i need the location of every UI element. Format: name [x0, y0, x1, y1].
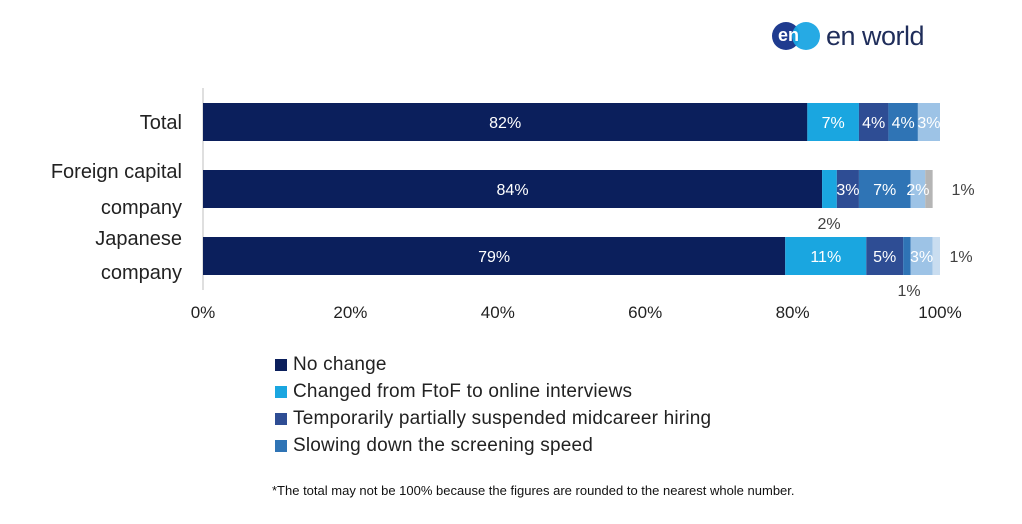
footnote: *The total may not be 100% because the f…	[272, 483, 795, 498]
chart-legend: No change Changed from FtoF to online int…	[275, 351, 711, 459]
category-label: Total	[140, 112, 182, 134]
data-label: 3%	[836, 182, 859, 199]
bar-segment	[836, 170, 859, 208]
legend-label: Temporarily partially suspended midcaree…	[293, 407, 712, 429]
legend-label: No change	[293, 353, 387, 375]
x-tick-label: 40%	[481, 303, 515, 322]
data-label: 84%	[497, 182, 529, 199]
data-label: 4%	[892, 115, 915, 132]
logo-mark-text: en	[778, 25, 800, 45]
data-label: 82%	[489, 115, 521, 132]
x-tick-label: 0%	[191, 303, 216, 322]
bar-segment	[785, 237, 867, 275]
x-tick-label: 100%	[918, 303, 961, 322]
bar-segment	[910, 237, 933, 275]
data-label: 7%	[873, 182, 896, 199]
bar-segment	[807, 103, 859, 141]
data-label: 4%	[862, 115, 885, 132]
bar-segment	[903, 237, 911, 275]
data-label: 2%	[906, 182, 929, 199]
data-label: 79%	[478, 249, 510, 266]
legend-item: No change	[275, 351, 711, 378]
bar-segment	[888, 103, 918, 141]
x-tick-label: 60%	[628, 303, 662, 322]
data-label: 1%	[951, 182, 974, 199]
logo-text: en world	[826, 20, 925, 51]
x-tick-label: 80%	[776, 303, 810, 322]
bar-segment	[203, 170, 823, 208]
legend-swatch	[275, 439, 287, 452]
data-label: 7%	[822, 115, 845, 132]
legend-label: Changed from FtoF to online interviews	[293, 380, 633, 402]
category-label: Foreign capital	[51, 161, 182, 183]
category-label: company	[101, 262, 182, 284]
stacked-bar-chart: Total Foreign capital company Japanese compa…	[51, 88, 975, 322]
brand-logo: en en world	[772, 18, 932, 54]
legend-item: Slowing down the screening speed	[275, 432, 711, 459]
data-label: 2%	[817, 216, 840, 233]
data-label: 11%	[810, 249, 841, 266]
data-label: 1%	[949, 249, 972, 266]
data-label: 1%	[897, 283, 920, 300]
bar-segment	[203, 237, 786, 275]
bar-segment	[203, 103, 808, 141]
legend-swatch	[275, 412, 287, 425]
legend-label: Slowing down the screening speed	[293, 434, 594, 456]
data-label: 3%	[910, 249, 933, 266]
bar-segment	[866, 237, 904, 275]
bar-segment	[822, 170, 837, 208]
legend-swatch	[275, 358, 287, 371]
bar-segment	[932, 237, 940, 275]
bar-segment	[925, 170, 933, 208]
category-label: company	[101, 197, 182, 219]
en-logo-icon: en	[772, 20, 820, 52]
bar-segment	[858, 170, 911, 208]
bar-segment	[917, 103, 940, 141]
legend-item: Changed from FtoF to online interviews	[275, 378, 711, 405]
data-label: 3%	[917, 115, 940, 132]
legend-swatch	[275, 385, 287, 398]
data-label: 5%	[873, 249, 896, 266]
bar-segment	[858, 103, 889, 141]
x-tick-label: 20%	[333, 303, 367, 322]
category-label: Japanese	[95, 228, 182, 250]
bar-segment	[910, 170, 926, 208]
legend-item: Temporarily partially suspended midcaree…	[275, 405, 711, 432]
